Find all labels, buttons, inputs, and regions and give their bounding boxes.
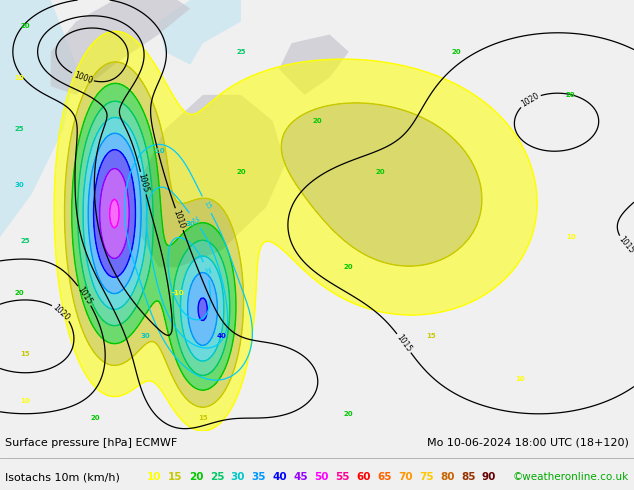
Text: -10: -10 (152, 148, 165, 154)
Text: 1020: 1020 (519, 91, 541, 109)
Text: 20: 20 (236, 170, 246, 175)
Text: 1005: 1005 (136, 172, 150, 194)
Text: ©weatheronline.co.uk: ©weatheronline.co.uk (513, 472, 629, 482)
Text: 50: 50 (314, 472, 329, 482)
Text: 10: 10 (20, 398, 30, 404)
Text: 10: 10 (14, 74, 24, 81)
Text: Surface pressure [hPa] ECMWF: Surface pressure [hPa] ECMWF (5, 438, 178, 448)
Polygon shape (279, 34, 349, 95)
Polygon shape (0, 0, 76, 302)
Text: 10: 10 (147, 472, 162, 482)
Text: 30: 30 (141, 333, 151, 340)
Text: 60: 60 (356, 472, 371, 482)
Text: 1015: 1015 (617, 235, 634, 255)
Text: 30: 30 (185, 221, 195, 227)
Text: 25: 25 (190, 215, 200, 226)
Text: 30: 30 (231, 472, 245, 482)
Text: 1015: 1015 (75, 285, 94, 306)
Text: 20: 20 (90, 415, 100, 421)
Text: 80: 80 (440, 472, 455, 482)
Text: 15: 15 (168, 472, 183, 482)
Text: 45: 45 (294, 472, 308, 482)
Text: 20: 20 (189, 472, 204, 482)
Text: 1000: 1000 (72, 70, 93, 85)
Text: 1020: 1020 (51, 302, 72, 322)
Text: 20: 20 (14, 290, 24, 296)
Text: 15: 15 (20, 350, 30, 357)
Text: 20: 20 (344, 411, 354, 417)
Text: 40: 40 (273, 472, 287, 482)
Text: 15: 15 (426, 333, 436, 340)
Text: 25: 25 (236, 49, 245, 55)
Text: 1010: 1010 (172, 209, 186, 230)
Text: 20: 20 (312, 118, 322, 124)
Text: 15: 15 (198, 415, 208, 421)
Text: 20: 20 (344, 264, 354, 270)
Text: 35: 35 (252, 472, 266, 482)
Text: Mo 10-06-2024 18:00 UTC (18+120): Mo 10-06-2024 18:00 UTC (18+120) (427, 438, 629, 448)
Text: -10: -10 (171, 290, 184, 296)
Text: 15: 15 (202, 199, 212, 210)
Text: 90: 90 (482, 472, 496, 482)
Text: Isotachs 10m (km/h): Isotachs 10m (km/h) (5, 472, 120, 482)
Text: 55: 55 (335, 472, 350, 482)
Text: 20: 20 (375, 170, 385, 175)
Text: 20: 20 (451, 49, 462, 55)
Text: 20: 20 (566, 92, 576, 98)
Text: 10: 10 (515, 376, 525, 383)
Text: 25: 25 (21, 239, 30, 245)
Text: 25: 25 (210, 472, 224, 482)
Text: 70: 70 (398, 472, 413, 482)
Text: 1015: 1015 (394, 333, 413, 354)
Text: 10: 10 (566, 234, 576, 240)
Text: 85: 85 (461, 472, 476, 482)
Text: 75: 75 (419, 472, 434, 482)
Polygon shape (139, 95, 285, 268)
Text: 25: 25 (15, 126, 23, 132)
Text: 40: 40 (217, 333, 227, 340)
Text: 30: 30 (14, 182, 24, 189)
Text: 35: 35 (202, 266, 210, 276)
Polygon shape (51, 0, 190, 95)
Text: 65: 65 (377, 472, 392, 482)
Text: 20: 20 (20, 23, 30, 29)
Polygon shape (158, 0, 241, 65)
